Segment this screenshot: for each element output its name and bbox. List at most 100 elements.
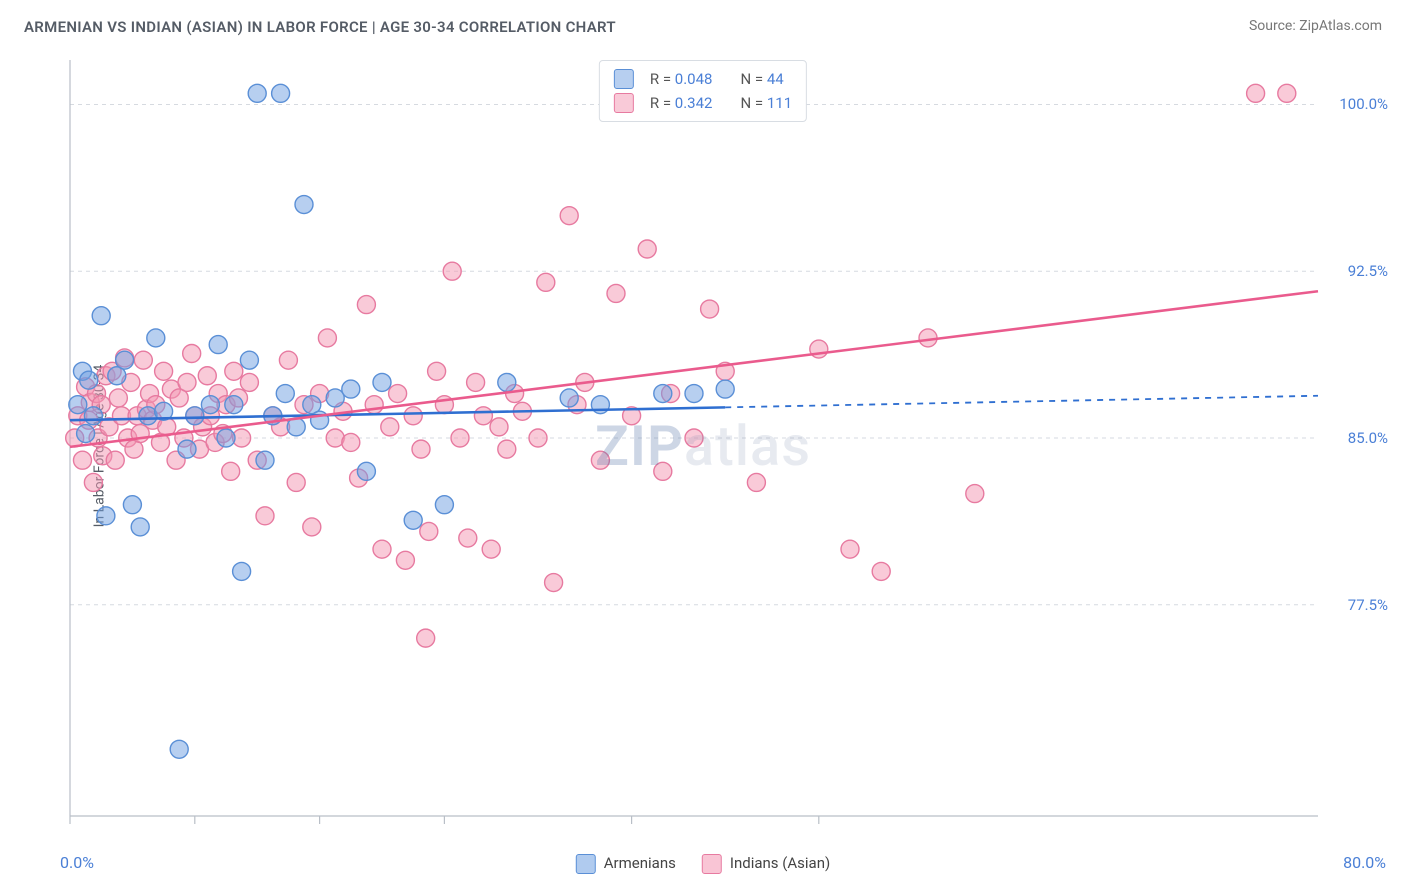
- scatter-point: [389, 385, 407, 403]
- scatter-point: [318, 329, 336, 347]
- legend-item: Indians (Asian): [702, 854, 830, 874]
- scatter-point: [560, 389, 578, 407]
- scatter-point: [654, 385, 672, 403]
- scatter-point: [77, 425, 95, 443]
- chart-source: Source: ZipAtlas.com: [1249, 18, 1382, 36]
- scatter-point: [373, 373, 391, 391]
- scatter-point: [279, 351, 297, 369]
- scatter-point: [357, 462, 375, 480]
- series-legend: Armenians Indians (Asian): [576, 854, 830, 874]
- scatter-point: [545, 574, 563, 592]
- chart-title: ARMENIAN VS INDIAN (ASIAN) IN LABOR FORC…: [24, 18, 616, 36]
- scatter-point: [607, 284, 625, 302]
- scatter-point: [240, 351, 258, 369]
- scatter-point: [248, 84, 266, 102]
- scatter-point: [69, 396, 87, 414]
- scatter-point: [342, 380, 360, 398]
- scatter-point: [276, 385, 294, 403]
- legend-n-label: N = 44: [740, 67, 783, 91]
- legend-swatch: [576, 854, 596, 874]
- scatter-point: [685, 429, 703, 447]
- scatter-point: [73, 451, 91, 469]
- scatter-point: [240, 373, 258, 391]
- scatter-point: [287, 473, 305, 491]
- scatter-point: [84, 473, 102, 491]
- scatter-point: [198, 367, 216, 385]
- scatter-point: [716, 380, 734, 398]
- scatter-point: [134, 351, 152, 369]
- scatter-point: [116, 351, 134, 369]
- scatter-point: [147, 329, 165, 347]
- scatter-point: [404, 511, 422, 529]
- scatter-point: [1247, 84, 1265, 102]
- y-tick-label: 92.5%: [1342, 262, 1388, 280]
- scatter-point: [443, 262, 461, 280]
- scatter-point: [638, 240, 656, 258]
- scatter-point: [225, 396, 243, 414]
- scatter-point: [467, 373, 485, 391]
- scatter-point: [295, 196, 313, 214]
- title-bar: ARMENIAN VS INDIAN (ASIAN) IN LABOR FORC…: [24, 18, 1382, 36]
- legend-swatch: [702, 854, 722, 874]
- scatter-point: [131, 518, 149, 536]
- scatter-point: [490, 418, 508, 436]
- scatter-point: [404, 407, 422, 425]
- scatter-point: [420, 522, 438, 540]
- scatter-point: [170, 740, 188, 758]
- scatter-point: [685, 385, 703, 403]
- scatter-point: [841, 540, 859, 558]
- scatter-point: [591, 451, 609, 469]
- scatter-point: [357, 296, 375, 314]
- legend-row: R = 0.342N = 111: [614, 91, 792, 115]
- scatter-point: [84, 407, 102, 425]
- chart-area: 77.5% 85.0% 92.5% 100.0%: [60, 52, 1388, 834]
- scatter-point: [80, 371, 98, 389]
- scatter-point: [186, 407, 204, 425]
- scatter-point: [217, 429, 235, 447]
- scatter-point: [155, 362, 173, 380]
- scatter-point: [412, 440, 430, 458]
- scatter-point: [106, 451, 124, 469]
- scatter-point: [123, 496, 141, 514]
- legend-swatch: [614, 69, 634, 89]
- scatter-point: [222, 462, 240, 480]
- y-tick-label: 77.5%: [1342, 596, 1388, 614]
- scatter-point: [747, 473, 765, 491]
- legend-item: Armenians: [576, 854, 676, 874]
- scatter-point: [498, 440, 516, 458]
- scatter-point: [417, 629, 435, 647]
- scatter-point: [178, 440, 196, 458]
- scatter-point: [373, 540, 391, 558]
- trend-line: [70, 291, 1318, 447]
- scatter-point: [303, 518, 321, 536]
- scatter-point: [396, 551, 414, 569]
- scatter-point: [451, 429, 469, 447]
- scatter-point: [1278, 84, 1296, 102]
- scatter-point: [225, 362, 243, 380]
- legend-label: Indians (Asian): [730, 854, 830, 872]
- scatter-point: [560, 207, 578, 225]
- x-axis-max-label: 80.0%: [1343, 853, 1386, 872]
- y-tick-label: 85.0%: [1342, 429, 1388, 447]
- scatter-point: [201, 396, 219, 414]
- legend-r-label: R = 0.048: [650, 67, 713, 91]
- scatter-point: [183, 345, 201, 363]
- scatter-chart: [60, 52, 1388, 834]
- scatter-point: [537, 273, 555, 291]
- scatter-point: [233, 562, 251, 580]
- scatter-point: [701, 300, 719, 318]
- scatter-point: [529, 429, 547, 447]
- y-tick-label: 100.0%: [1333, 95, 1388, 113]
- legend-swatch: [614, 93, 634, 113]
- legend-n-label: N = 111: [740, 91, 792, 115]
- scatter-point: [97, 507, 115, 525]
- scatter-point: [435, 496, 453, 514]
- legend-row: R = 0.048 N = 44: [614, 67, 792, 91]
- scatter-point: [256, 507, 274, 525]
- scatter-point: [109, 389, 127, 407]
- scatter-point: [342, 433, 360, 451]
- scatter-point: [209, 336, 227, 354]
- x-axis-min-label: 0.0%: [60, 853, 94, 872]
- scatter-point: [459, 529, 477, 547]
- scatter-point: [428, 362, 446, 380]
